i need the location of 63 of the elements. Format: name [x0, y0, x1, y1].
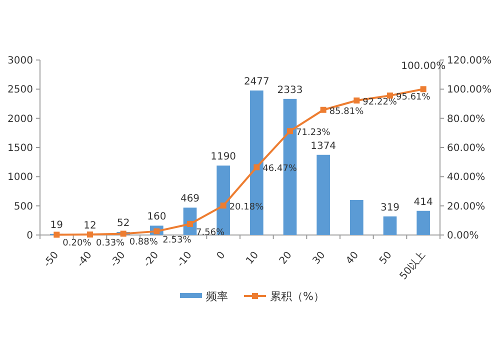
y2-tick-label: 40.00% — [447, 172, 486, 184]
data-label: 414 — [414, 196, 433, 208]
legend-label: 频率 — [206, 290, 228, 303]
x-tick-label: 20 — [278, 250, 294, 267]
point — [420, 86, 426, 92]
data-label: 0.20% — [62, 238, 92, 249]
bar — [416, 210, 430, 235]
y2-tick-label: 60.00% — [447, 143, 486, 154]
x-tick-label: 40 — [344, 250, 361, 267]
point — [320, 106, 326, 113]
data-label: 469 — [180, 194, 200, 205]
x-tick-label: 50 — [378, 250, 394, 267]
bar — [383, 216, 397, 235]
y-tick-label: 0 — [26, 230, 33, 242]
x-tick-label: -30 — [108, 250, 128, 270]
x-tick-label: -50 — [42, 250, 61, 270]
x-tick-label: 0 — [215, 250, 228, 262]
point — [120, 230, 126, 237]
data-label: 52 — [116, 218, 130, 229]
y-tick-label: 500 — [14, 201, 33, 212]
data-label: 19 — [50, 220, 64, 231]
x-tick-label: 30 — [311, 250, 328, 267]
y2-tick-label: 100.00% — [447, 84, 492, 96]
x-tick-label: 10 — [244, 250, 261, 267]
data-label: 2477 — [244, 76, 270, 88]
y2-tick-label: 0.00% — [447, 230, 479, 242]
y-tick-label: 1500 — [8, 143, 33, 154]
y2-tick-label: 120.00% — [447, 56, 492, 66]
data-label: 92.22% — [362, 98, 398, 108]
y2-tick-label: 20.00% — [447, 201, 486, 212]
point — [187, 220, 193, 227]
x-tick-label: -20 — [142, 250, 161, 270]
y-tick-label: 3000 — [8, 56, 33, 66]
data-label: 319 — [380, 202, 400, 214]
point — [54, 232, 60, 238]
data-label: 2.53% — [162, 235, 192, 246]
data-label: 0.88% — [129, 238, 158, 248]
x-tick-label: 50以上 — [397, 249, 428, 282]
legend-label: 累积（%） — [270, 290, 324, 303]
point — [287, 128, 293, 134]
x-tick-label: -40 — [75, 250, 94, 270]
data-label: 71.23% — [296, 128, 331, 138]
point — [254, 164, 260, 170]
x-tick-label: -10 — [175, 250, 194, 270]
data-label: 1374 — [310, 140, 336, 152]
data-label: 160 — [147, 212, 166, 223]
y2-tick-label: 80.00% — [447, 114, 486, 125]
point — [220, 202, 226, 209]
data-label: 2333 — [277, 84, 303, 96]
y-tick-label: 2500 — [8, 84, 33, 96]
bar — [316, 154, 330, 235]
data-label: 95.61% — [396, 92, 431, 103]
point — [87, 232, 93, 238]
point — [354, 98, 360, 104]
data-label: 0.33% — [96, 238, 126, 249]
data-label: 7.56% — [196, 228, 226, 238]
y-tick-label: 2000 — [8, 114, 33, 125]
data-label: 85.81% — [329, 106, 364, 117]
data-label: 1190 — [210, 152, 236, 163]
bar — [350, 200, 364, 235]
data-label: 100.00% — [401, 61, 446, 72]
y-tick-label: 1000 — [8, 172, 33, 184]
data-label: 12 — [84, 220, 96, 232]
